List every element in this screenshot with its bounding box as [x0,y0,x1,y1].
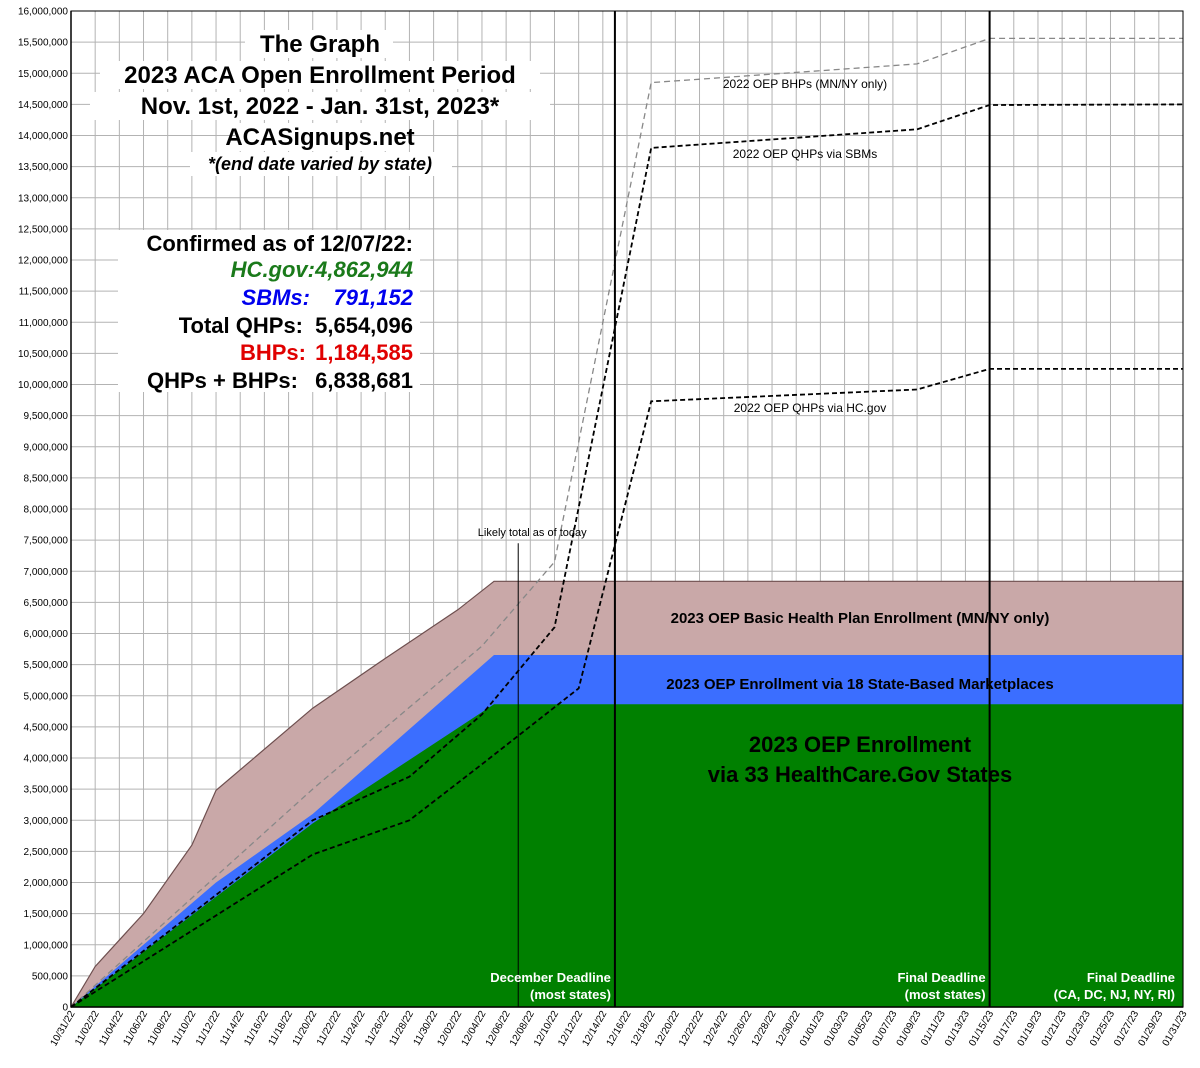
series-labels: December Deadline (most states) Final Dead… [478,77,1175,1002]
line-2022-qhps-sbms [70,103,1184,1008]
area-hcgov [71,704,1183,1007]
stats-bg [118,230,420,392]
y-tick-label: 15,000,000 [18,69,68,80]
stat-label-sbms: SBMs: [242,285,310,310]
y-tick-label: 1,000,000 [24,940,69,951]
y-tick-label: 10,500,000 [18,349,68,360]
y-tick-label: 3,500,000 [24,785,69,796]
deadline-label: Final Deadline [897,970,985,985]
stacked-areas [69,580,1184,1008]
y-tick-label: 4,000,000 [24,754,69,765]
subtitle-bg [190,152,452,176]
y-tick-label: 500,000 [32,971,69,982]
y-tick-label: 6,500,000 [24,598,69,609]
stats-block: Confirmed as of 12/07/22: HC.gov: 4,862,… [118,230,420,393]
stat-label-total-qhps: Total QHPs: [179,313,303,338]
line-2022-qhps-hcgov [70,367,1183,1008]
deadline-label: December Deadline [490,970,611,985]
stat-value-sbms: 791,152 [333,285,413,310]
line-2022-bhps [70,37,1183,1008]
y-tick-label: 5,500,000 [24,660,69,671]
deadline-label: (most states) [905,987,986,1002]
label-sbm-area: 2023 OEP Enrollment via 18 State-Based M… [666,676,1053,693]
title-bg-3 [235,123,405,151]
y-tick-label: 12,500,000 [18,224,68,235]
axes [70,10,1184,1008]
title-bg-2 [90,92,550,120]
y-tick-label: 4,500,000 [24,722,69,733]
y-tick-label: 9,000,000 [24,442,69,453]
y-tick-label: 8,000,000 [24,505,69,516]
y-tick-label: 7,000,000 [24,567,69,578]
title-block: The Graph 2023 ACA Open Enrollment Perio… [90,30,550,176]
series-lines [70,37,1184,1008]
y-tick-label: 14,000,000 [18,131,68,142]
y-tick-label: 10,000,000 [18,380,68,391]
end-deadline-label: (CA, DC, NJ, NY, RI) [1054,987,1175,1002]
plot-frame [70,10,1184,1008]
stat-label-qhps-bhps: QHPs + BHPs: [147,368,298,393]
deadline-label: (most states) [530,987,611,1002]
deadline-lines [517,11,991,1007]
y-tick-label: 11,500,000 [19,287,69,298]
y-tick-label: 3,000,000 [24,816,69,827]
y-tick-label: 7,500,000 [24,536,69,547]
y-tick-label: 11,000,000 [19,318,69,329]
subtitle: *(end date varied by state) [208,154,432,174]
y-tick-label: 13,000,000 [18,193,68,204]
title-bg-1 [100,61,540,89]
y-tick-label: 0 [62,1003,68,1014]
label-bhp-area: 2023 OEP Basic Health Plan Enrollment (M… [671,610,1050,627]
y-tick-label: 2,000,000 [24,878,69,889]
label-hcgov-area-line1: 2023 OEP Enrollment [749,732,972,757]
title-line-1: The Graph [260,31,380,58]
stat-value-bhps: 1,184,585 [315,340,413,365]
y-tick-label: 16,000,000 [18,7,68,18]
stat-value-total-qhps: 5,654,096 [315,313,413,338]
title-line-3: Nov. 1st, 2022 - Jan. 31st, 2023* [141,93,500,120]
y-tick-label: 5,000,000 [24,691,69,702]
title-line-2: 2023 ACA Open Enrollment Period [124,62,516,89]
label-2022-bhps: 2022 OEP BHPs (MN/NY only) [723,77,887,91]
y-tick-labels: 0 500,000 1,000,000 1,500,000 2,000,000 2,500… [18,7,69,1014]
y-tick-label: 8,500,000 [24,473,69,484]
stat-value-hcgov: 4,862,944 [314,257,413,282]
y-tick-label: 9,500,000 [24,411,69,422]
title-bg-0 [245,30,393,58]
y-tick-label: 14,500,000 [18,100,68,111]
title-line-4: ACASignups.net [225,124,414,151]
label-2022-qhps-sbms: 2022 OEP QHPs via SBMs [733,147,878,161]
y-tick-label: 13,500,000 [18,162,68,173]
y-tick-label: 12,000,000 [18,256,68,267]
y-tick-label: 1,500,000 [24,909,69,920]
y-tick-label: 6,000,000 [24,629,69,640]
label-hcgov-area-line2: via 33 HealthCare.Gov States [708,762,1012,787]
stats-heading: Confirmed as of 12/07/22: [146,231,413,256]
end-deadline-label: Final Deadline [1087,970,1175,985]
y-tick-label: 2,500,000 [24,847,69,858]
y-tick-label: 15,500,000 [18,38,68,49]
stat-label-bhps: BHPs: [240,340,306,365]
stat-label-hcgov: HC.gov: [231,257,315,282]
today-annotation: Likely total as of today [478,527,587,539]
stat-value-qhps-bhps: 6,838,681 [315,368,413,393]
label-2022-qhps-hcgov: 2022 OEP QHPs via HC.gov [734,401,887,415]
